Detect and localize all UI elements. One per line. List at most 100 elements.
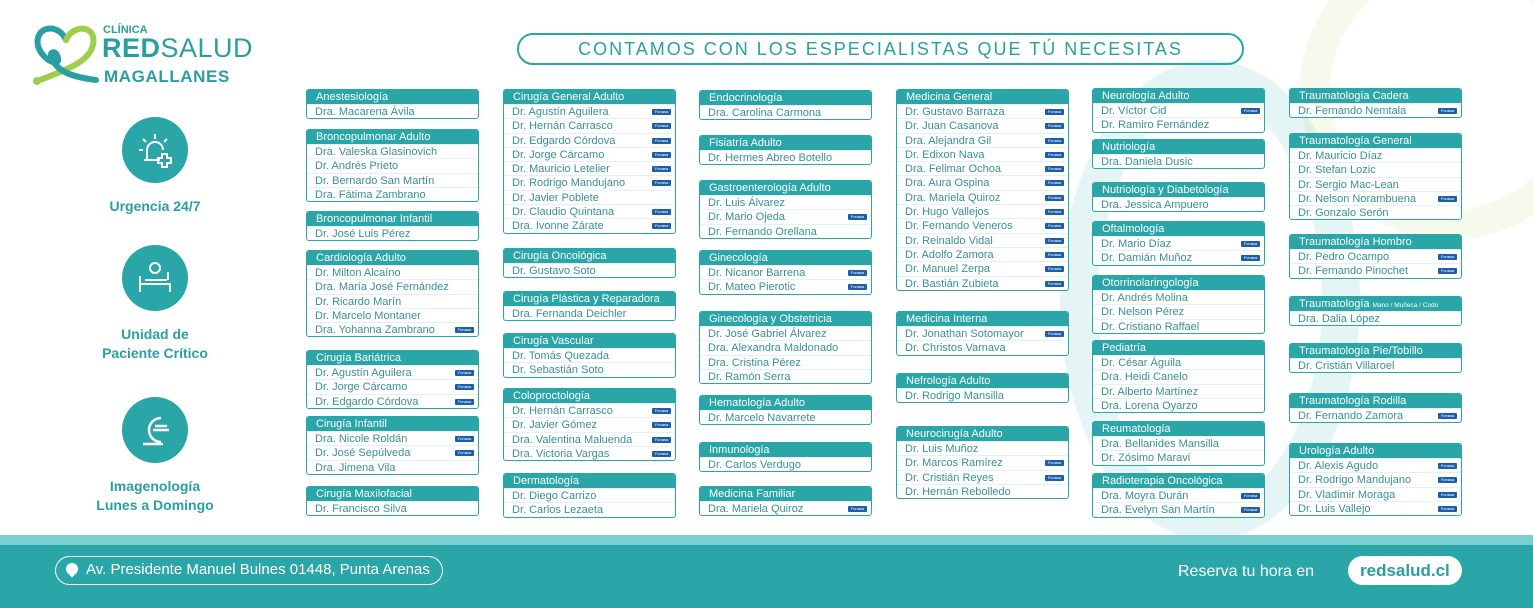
doctor-name: Dr. Diego Carrizo	[512, 490, 597, 502]
specialty-title-text: Ginecología	[709, 252, 768, 264]
doctor-name: Dr. Damián Muñoz	[1101, 252, 1193, 265]
doctor-row: Dr. Agustín Aguilera Fonasa	[504, 104, 675, 118]
doctor-row: Dr. Zósimo Maravi	[1093, 450, 1264, 464]
fonasa-badge: Fonasa	[652, 137, 671, 144]
website-link[interactable]: redsalud.cl	[1348, 556, 1462, 585]
specialty-title-text: Cirugía Oncológica	[513, 250, 607, 262]
doctor-name: Dr. Sebastián Soto	[512, 364, 604, 377]
specialty-title-text: Cirugía Vascular	[513, 335, 594, 347]
fonasa-badge: Fonasa	[1045, 223, 1064, 230]
doctor-row: Dr. Hernán Carrasco Fonasa	[504, 118, 675, 132]
doctor-name: Dr. Tomás Quezada	[512, 350, 610, 362]
specialty-title-text: Broncopulmonar Infantil	[316, 213, 433, 225]
doctor-row: Dr. Gustavo Barraza Fonasa	[897, 104, 1068, 118]
doctor-row: Dr. Adolfo Zamora Fonasa	[897, 246, 1068, 261]
doctor-row: Dr. Edixon Nava Fonasa	[897, 146, 1068, 161]
doctor-name: Dr. Hugo Vallejos	[905, 206, 990, 219]
doctor-name: Dra. Victoria Vargas	[512, 447, 610, 460]
doctor-name: Dr. Edgardo Córdova	[315, 395, 419, 408]
doctor-row: Dr. Hernán Carrasco Fonasa	[504, 403, 675, 417]
doctor-name: Dra. Fátima Zambrano	[315, 188, 426, 201]
doctor-name: Dr. Mario Ojeda	[708, 211, 786, 224]
specialty-title: Anestesiología	[307, 90, 478, 104]
specialty-title-text: Cirugía Plástica y Reparadora	[513, 293, 660, 305]
doctor-name: Dr. Mateo Pierotic	[708, 281, 796, 294]
doctor-name: Dr. Ricardo Marín	[315, 295, 402, 308]
doctor-row: Dra. Valeska Glasinovich	[307, 144, 478, 158]
doctor-name: Dr. César Águila	[1101, 357, 1182, 369]
specialty-title: Cirugía Plástica y Reparadora	[504, 292, 675, 306]
specialty-card-hematologia-adulto: Hematología Adulto Dr. Marcelo Navarrete	[699, 395, 872, 426]
doctor-row: Dr. Christos Varnava	[897, 340, 1068, 354]
logo-red: RED	[102, 33, 161, 63]
doctor-name: Dr. Edgardo Córdova	[512, 134, 616, 147]
specialty-title-text: Radioterapia Oncológica	[1102, 475, 1223, 487]
heart-logo-icon	[33, 25, 99, 85]
page-headline: CONTAMOS CON LOS ESPECIALISTAS QUE TÚ NE…	[517, 33, 1244, 65]
specialty-title: Traumatología Mano / Muñeca / Codo	[1290, 297, 1461, 311]
doctor-name: Dra. Lorena Oyarzo	[1101, 399, 1198, 412]
doctor-name: Dr. Luis Álvarez	[708, 197, 786, 209]
doctor-row: Dr. Manuel Zerpa Fonasa	[897, 261, 1068, 275]
doctor-name: Dr. Javier Poblete	[512, 191, 599, 204]
specialty-card-cirugia-oncologica: Cirugía Oncológica Dr. Gustavo Soto	[503, 248, 676, 279]
specialty-card-medicina-familiar: Medicina Familiar Dra. Mariela Quiroz Fona…	[699, 486, 872, 517]
doctor-name: Dr. Christos Varnava	[905, 342, 1006, 355]
specialty-title: Fisiatría Adulto	[700, 136, 871, 150]
fonasa-badge: Fonasa	[652, 408, 671, 414]
specialty-title: Radioterapia Oncológica	[1093, 474, 1264, 488]
doctor-row: Dr. Mario Ojeda Fonasa	[700, 209, 871, 223]
doctor-name: Dr. Nicanor Barrena	[708, 267, 806, 279]
fonasa-badge: Fonasa	[1045, 166, 1064, 173]
doctor-name: Dr. Ramón Serra	[708, 370, 791, 383]
reserve-text: Reserva tu hora en	[1178, 563, 1315, 580]
fonasa-badge: Fonasa	[848, 506, 867, 512]
fonasa-badge: Fonasa	[1438, 505, 1457, 512]
specialty-title: Gastroenterología Adulto	[700, 181, 871, 195]
doctor-row: Dra. Nicole Roldán Fonasa	[307, 431, 478, 445]
doctor-row: Dr. Ramiro Fernández	[1093, 117, 1264, 131]
doctor-name: Dra. Macarena Ávila	[315, 106, 415, 118]
specialty-title: Medicina Familiar	[700, 487, 871, 501]
doctor-row: Dra. Bellanides Mansilla	[1093, 436, 1264, 450]
doctor-name: Dr. Hermes Abreo Botello	[708, 152, 833, 164]
doctor-row: Dra. Moyra Durán Fonasa	[1093, 488, 1264, 502]
specialty-title-text: Medicina Interna	[906, 313, 988, 325]
specialty-title: Neurología Adulto	[1093, 89, 1264, 103]
doctor-row: Dr. Nelson Norambuena Fonasa	[1290, 190, 1461, 205]
fonasa-badge: Fonasa	[1045, 251, 1064, 258]
doctor-name: Dr. Hernán Rebolledo	[905, 485, 1011, 498]
service-label-line1: Imagenología	[109, 478, 201, 494]
specialty-card-inmunologia: Inmunología Dr. Carlos Verdugo	[699, 442, 872, 473]
doctor-name: Dr. Andrés Molina	[1101, 292, 1188, 304]
fonasa-badge: Fonasa	[1045, 266, 1064, 273]
doctor-name: Dr. Fernando Zamora	[1298, 410, 1404, 422]
doctor-name: Dr. Cristiano Raffael	[1101, 320, 1200, 333]
doctor-row: Dr. Javier Gómez Fonasa	[504, 417, 675, 431]
doctor-row: Dr. Bernardo San Martín	[307, 172, 478, 187]
specialty-title: Cirugía Bariátrica	[307, 351, 478, 365]
doctor-row: Dra. Yohanna Zambrano Fonasa	[307, 322, 478, 336]
doctor-row: Dra. Jimena Vila	[307, 459, 478, 474]
doctor-name: Dra. Ivonne Zárate	[512, 220, 604, 233]
specialty-title: Nefrología Adulto	[897, 374, 1068, 388]
doctor-name: Dra. Alejandra Gil	[905, 134, 992, 147]
specialty-title: Urología Adulto	[1290, 444, 1461, 458]
doctor-name: Dra. Valeska Glasinovich	[315, 146, 438, 158]
logo-salud: SALUD	[160, 33, 254, 63]
specialty-card-gastroenterologia-adulto: Gastroenterología Adulto Dr. Luis Álvarez…	[699, 180, 872, 239]
specialty-title-text: Traumatología	[1299, 298, 1370, 310]
fonasa-badge: Fonasa	[652, 109, 671, 115]
specialty-title-text: Coloproctología	[513, 390, 591, 402]
fonasa-badge: Fonasa	[1241, 493, 1260, 499]
doctor-row: Dr. Milton Alcaíno	[307, 265, 478, 279]
specialty-title-text: Medicina Familiar	[709, 488, 796, 500]
service-label-line2: Lunes a Domingo	[96, 497, 214, 513]
specialty-title-text: Endocrinología	[709, 92, 783, 104]
doctor-name: Dr. Jorge Cárcamo	[315, 381, 408, 394]
doctor-row: Dr. Tomás Quezada	[504, 348, 675, 362]
specialty-title-text: Cardiología Adulto	[316, 252, 406, 264]
specialty-title: Otorrinolaringología	[1093, 276, 1264, 290]
doctor-name: Dr. Rodrigo Mansilla	[905, 390, 1005, 402]
fonasa-badge: Fonasa	[1438, 268, 1457, 275]
